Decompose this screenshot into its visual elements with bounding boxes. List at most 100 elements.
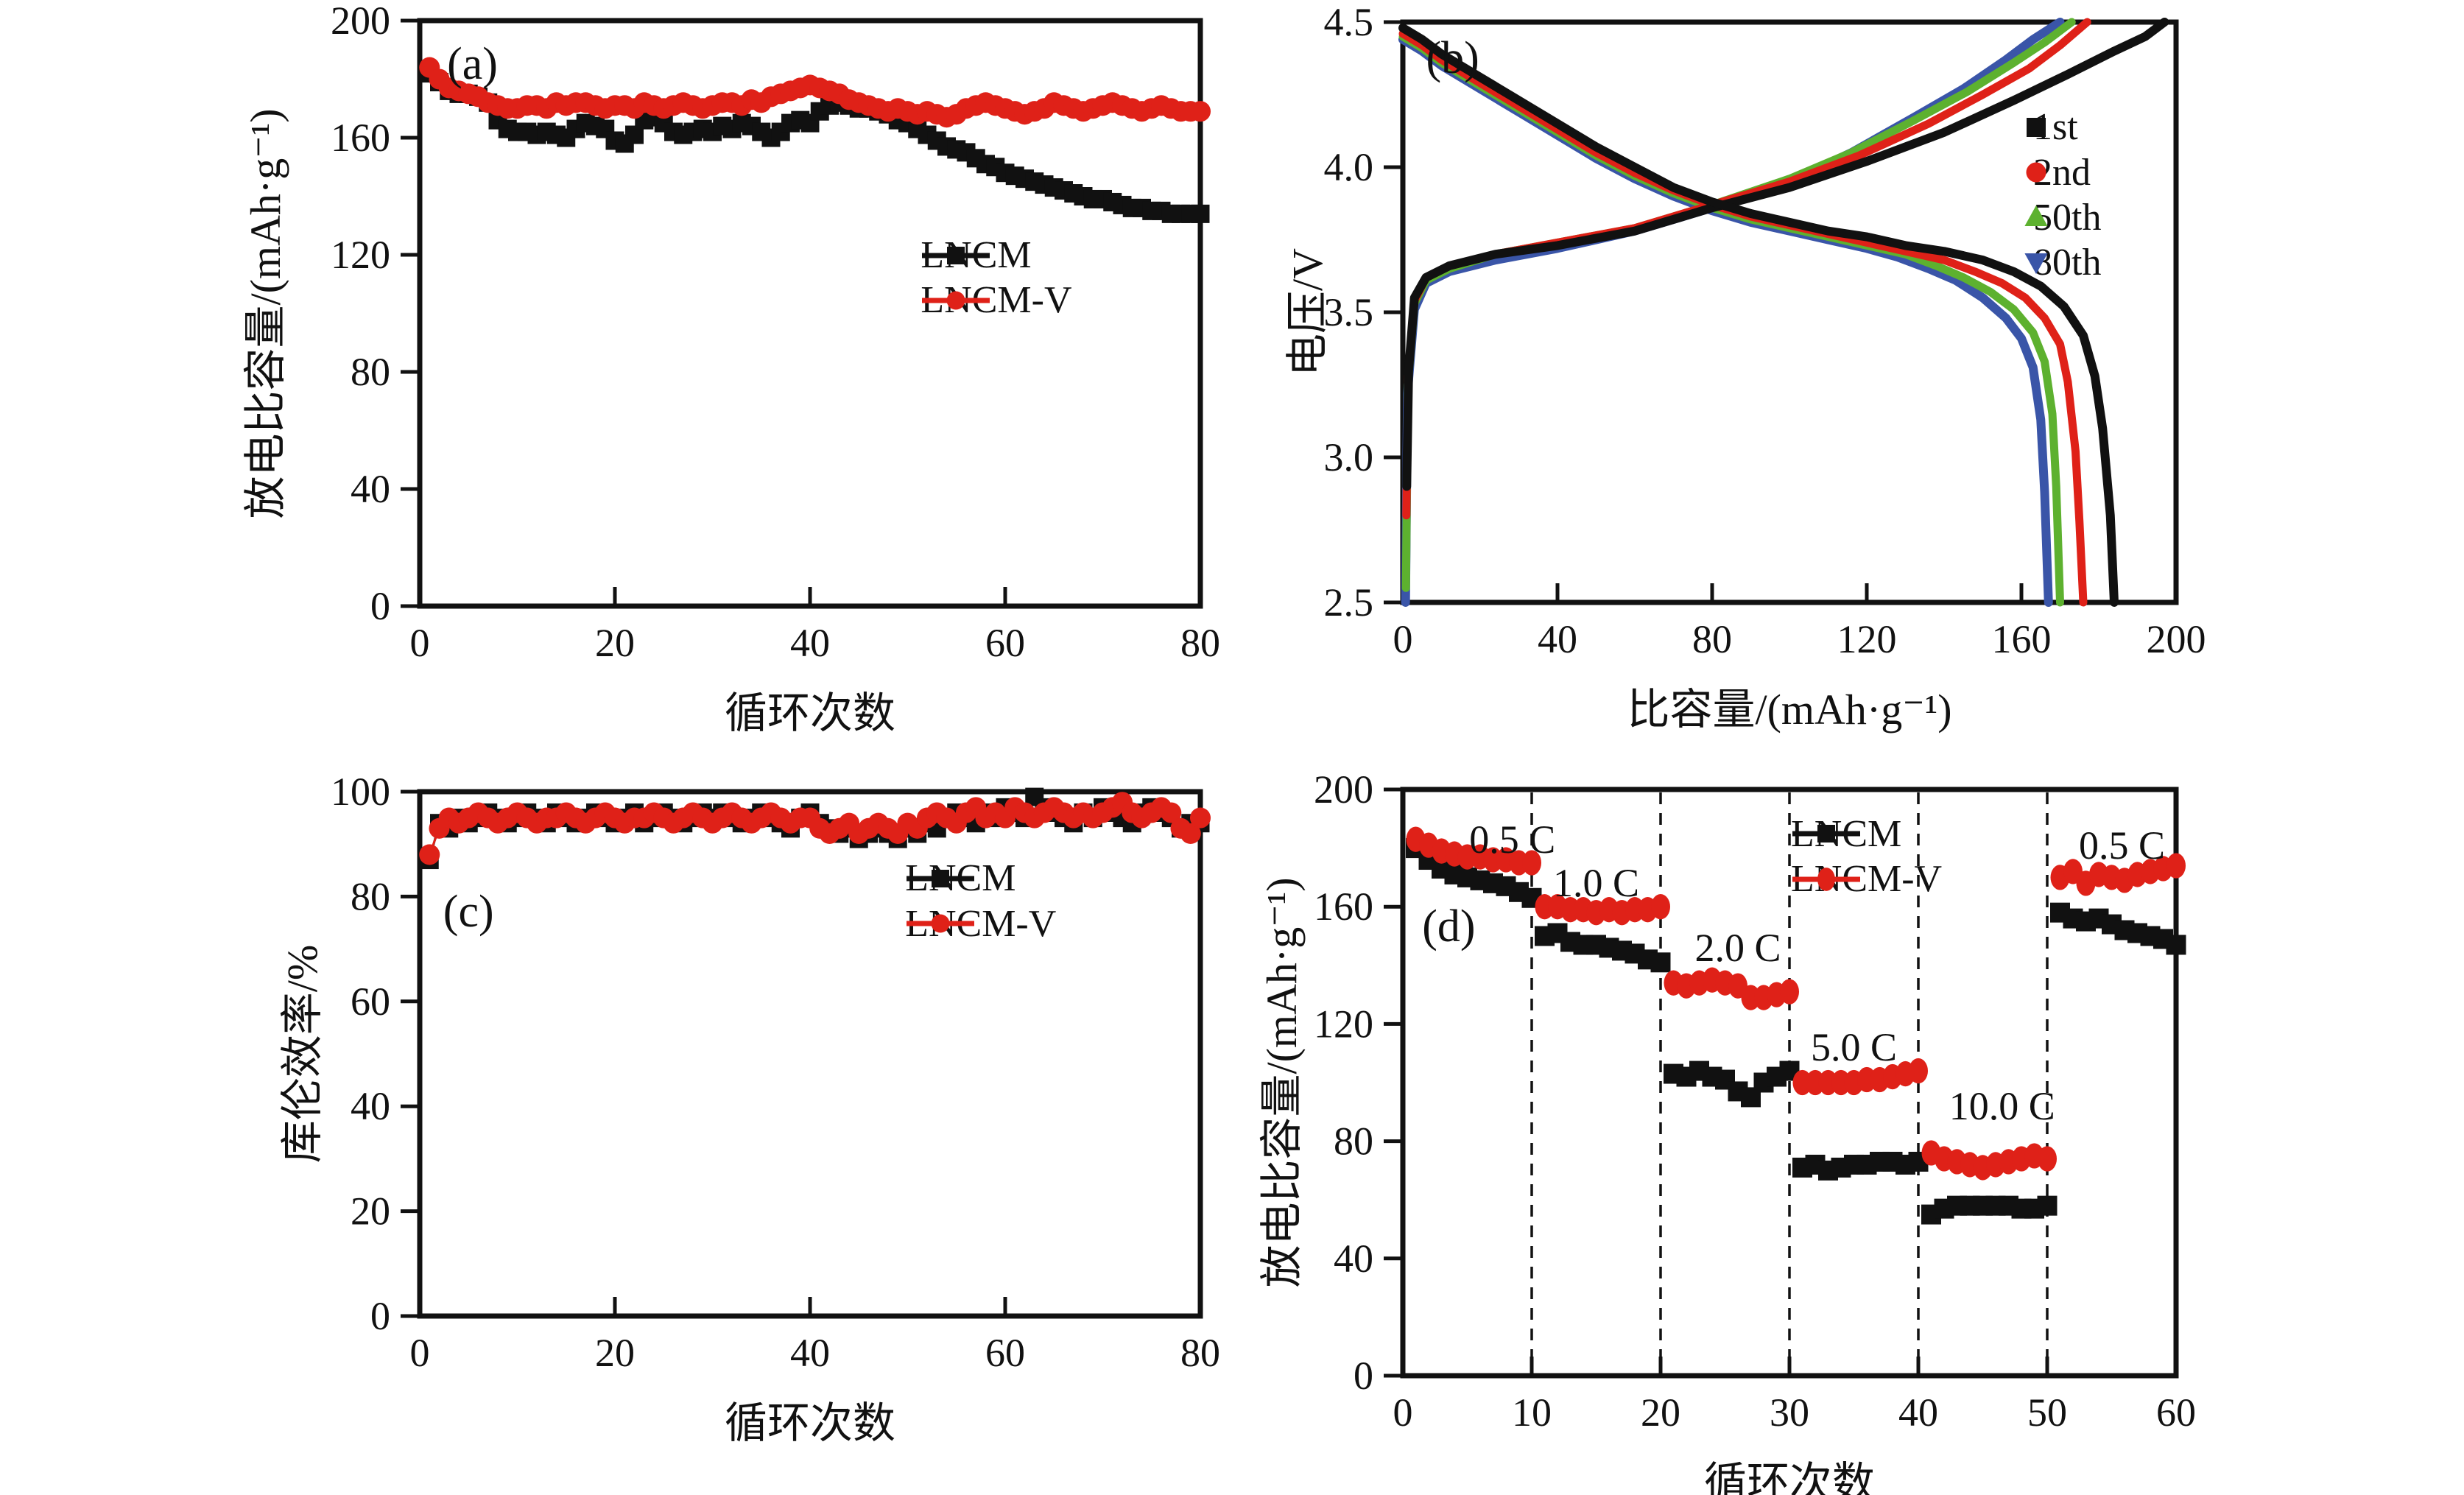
x-tick-label: 160 <box>1992 617 2052 661</box>
ellipse-legend-swatch <box>1792 867 1860 891</box>
curve <box>1402 18 2169 491</box>
legend-marker <box>1817 825 1835 843</box>
x-tick-label: 60 <box>985 621 1025 665</box>
data-point <box>1650 952 1671 973</box>
y-tick-label: 3.5 <box>1324 290 1374 334</box>
x-tick-label: 40 <box>790 621 830 665</box>
plot-a: 0 20 40 60 80 0 40 80 120 160 200 <box>331 0 1220 665</box>
rate-label: 2.0 C <box>1694 925 1781 970</box>
series-b-1st-charge <box>1402 18 2169 491</box>
y-axis-title-c: 库伦效率/% <box>278 944 326 1164</box>
x-tick-label: 0 <box>410 621 430 665</box>
x-tick-label: 0 <box>410 1331 430 1375</box>
legend-c: LNCM LNCM-V <box>904 854 1056 947</box>
legend-entry: LNCM <box>1789 813 1942 855</box>
y-tick-label: 100 <box>331 770 390 814</box>
x-tick-label: 40 <box>1538 617 1577 661</box>
square-legend-swatch <box>1792 825 1860 843</box>
series-b-80th-discharge <box>1398 35 2053 607</box>
y-tick-label: 40 <box>351 1084 390 1128</box>
legend-entry: LNCM <box>904 857 1056 899</box>
plot-border-c <box>417 789 1203 1319</box>
y-tick-label: 4.0 <box>1324 145 1374 189</box>
legend-marker <box>2026 162 2046 183</box>
curve <box>1398 35 2053 607</box>
x-axis-title-a: 循环次数 <box>724 689 896 737</box>
data-point <box>419 844 440 865</box>
x-tick-label: 80 <box>1692 617 1732 661</box>
rate-label: 0.5 C <box>1469 817 1556 862</box>
y-tick-label: 0 <box>1354 1354 1373 1398</box>
y-tick-label: 4.5 <box>1324 0 1374 44</box>
data-point <box>2037 1195 2058 1216</box>
x-tick-label: 60 <box>985 1331 1025 1375</box>
y-tick-label: 20 <box>351 1189 390 1234</box>
data-point <box>2166 853 2186 879</box>
data-point <box>1189 807 1211 829</box>
panel-letter-b: (b) <box>1426 33 1479 84</box>
legend-marker <box>947 246 965 264</box>
y-tick-label: 2.5 <box>1324 580 1374 625</box>
x-tick-label: 0 <box>1393 1390 1413 1435</box>
data-point <box>1180 823 1201 844</box>
plot-d: 0 10 20 30 40 50 60 0 40 80 120 160 200 <box>1314 767 2196 1435</box>
x-axis-title-c: 循环次数 <box>724 1399 896 1447</box>
legend-d: LNCM LNCM-V <box>1789 810 1942 903</box>
legend-entry: LNCM-V <box>904 903 1056 945</box>
legend-entry: 2nd <box>2021 152 2101 194</box>
triangle-down-legend-swatch <box>2024 253 2048 275</box>
y-tick-label: 80 <box>351 350 390 394</box>
y-tick-label: 3.0 <box>1324 435 1374 479</box>
series-d-LNCM <box>1406 838 2186 1225</box>
triangle-up-legend-swatch <box>2024 205 2048 227</box>
curve <box>1398 23 2119 607</box>
x-tick-label: 20 <box>595 621 635 665</box>
legend-b: 1st 2nd 50th 80th <box>2021 103 2101 286</box>
series-b-1st-discharge <box>1398 23 2119 607</box>
square-legend-swatch <box>922 246 990 264</box>
x-tick-label: 80 <box>1180 621 1220 665</box>
legend-entry: LNCM-V <box>1789 858 1942 900</box>
data-point <box>1651 894 1670 920</box>
x-tick-label: 20 <box>595 1331 635 1375</box>
x-axis-title-d: 循环次数 <box>1703 1459 1876 1495</box>
legend-marker <box>931 914 950 933</box>
panel-letter-c: (c) <box>443 887 494 938</box>
x-tick-label: 200 <box>2147 617 2206 661</box>
y-axis-title-a: 放电比容量/(mAh·g⁻¹) <box>242 108 289 519</box>
y-tick-label: 0 <box>370 1294 390 1338</box>
x-tick-label: 10 <box>1512 1390 1552 1435</box>
y-tick-label: 60 <box>351 979 390 1024</box>
series-d-LNCM-V <box>1406 826 2186 1181</box>
x-tick-label: 120 <box>1837 617 1897 661</box>
x-tick-label: 80 <box>1180 1331 1220 1375</box>
panel-letter-a: (a) <box>447 38 498 89</box>
y-axis-title-b: 电压/V <box>1284 247 1331 377</box>
plot-c: 0 20 40 60 80 0 20 40 60 80 100 <box>331 770 1220 1375</box>
legend-entry: 50th <box>2021 197 2101 239</box>
legend-label: 80th <box>2033 241 2102 284</box>
y-tick-label: 160 <box>331 116 390 160</box>
data-point <box>1161 802 1182 823</box>
legend-marker <box>946 291 965 310</box>
legend-label: 50th <box>2033 196 2102 239</box>
y-tick-label: 200 <box>331 0 390 43</box>
data-point <box>1522 850 1541 876</box>
circle-legend-swatch <box>907 914 975 933</box>
rate-label: 10.0 C <box>1949 1083 2055 1128</box>
legend-marker <box>1817 867 1835 891</box>
y-tick-label: 160 <box>1314 884 1373 929</box>
legend-entry: 80th <box>2021 242 2101 284</box>
legend-entry: LNCM <box>919 234 1071 276</box>
legend-marker <box>2024 253 2048 275</box>
legend-marker <box>2027 117 2046 137</box>
data-point <box>1189 101 1211 122</box>
circle-legend-swatch <box>922 291 990 310</box>
circle-legend-swatch <box>2026 162 2046 183</box>
series-a-LNCM-V <box>419 57 1211 128</box>
x-tick-label: 50 <box>2027 1390 2067 1435</box>
x-tick-label: 20 <box>1641 1390 1680 1435</box>
y-tick-label: 120 <box>331 233 390 277</box>
y-tick-label: 0 <box>370 584 390 628</box>
